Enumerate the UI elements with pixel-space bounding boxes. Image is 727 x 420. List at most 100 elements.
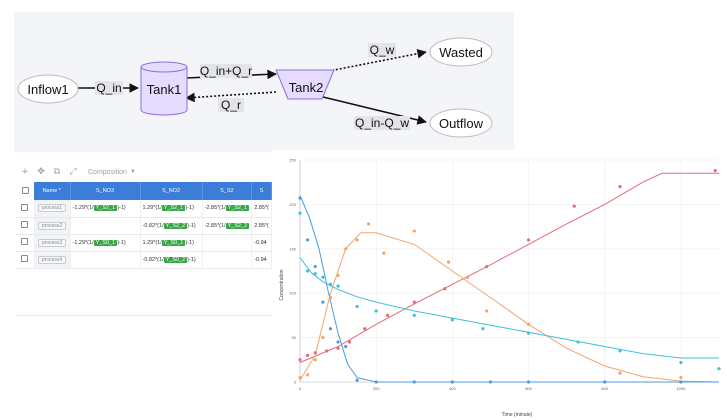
node-tank1[interactable]	[140, 61, 188, 116]
series-3-point[interactable]	[355, 378, 359, 382]
series-1-point[interactable]	[679, 375, 683, 380]
series-1-point[interactable]	[328, 296, 333, 300]
series-3-point[interactable]	[450, 380, 454, 384]
series-3-point[interactable]	[603, 380, 607, 384]
series-0-point[interactable]	[313, 351, 317, 355]
series-1-fit-line[interactable]	[299, 232, 720, 383]
row-select-cell[interactable]	[16, 234, 35, 252]
col-header-name[interactable]: Name *	[34, 182, 71, 200]
series-2-point[interactable]	[618, 349, 622, 353]
series-1-point[interactable]	[355, 238, 359, 242]
series-2-point[interactable]	[374, 309, 378, 313]
series-2-point[interactable]	[355, 304, 359, 309]
series-0-point[interactable]	[412, 300, 416, 304]
node-outflow[interactable]	[429, 108, 493, 138]
formula-cell[interactable]: -1.29*(1/Y_S0_1)-1)	[70, 234, 141, 252]
series-2-point[interactable]	[306, 269, 310, 273]
series-3-point[interactable]	[344, 344, 348, 349]
series-3-point[interactable]	[526, 380, 531, 384]
series-1-point[interactable]	[412, 229, 416, 233]
series-1-point[interactable]	[382, 251, 386, 255]
row-name-cell[interactable]: process3	[34, 234, 71, 252]
series-2-point[interactable]	[328, 282, 333, 286]
formula-cell[interactable]: 1.29*(1/Y_S0_1)-1)	[140, 234, 203, 252]
series-3-point[interactable]	[679, 380, 683, 384]
series-1-point[interactable]	[466, 275, 470, 279]
series-3-point[interactable]	[374, 380, 378, 384]
plus-icon[interactable]: +	[21, 167, 29, 177]
table-row[interactable]: process3 -1.29*(1/Y_S0_1)-1) 1.29*(1/Y_S0_…	[16, 234, 272, 252]
series-0-point[interactable]	[572, 204, 576, 208]
series-3-point[interactable]	[313, 264, 317, 269]
series-1-point[interactable]	[336, 273, 340, 278]
series-1-point[interactable]	[298, 375, 302, 380]
col-header-s-no3[interactable]: S_NO3	[70, 182, 141, 200]
formula-cell[interactable]: -1.29*(1/Y_S2_1)-1)	[70, 200, 141, 218]
copy-icon[interactable]: ⧉	[53, 167, 61, 177]
select-all-cell[interactable]	[16, 182, 34, 200]
col-header-s[interactable]: S	[251, 182, 272, 200]
series-3-point[interactable]	[306, 238, 310, 242]
row-name-cell[interactable]: process2	[34, 217, 71, 235]
formula-cell[interactable]	[202, 234, 253, 252]
series-2-point[interactable]	[679, 360, 683, 365]
series-0-point[interactable]	[325, 349, 329, 353]
series-0-fit-line[interactable]	[299, 172, 719, 363]
series-2-point[interactable]	[298, 211, 302, 215]
expand-icon[interactable]: ⤢	[69, 167, 77, 177]
series-2-point[interactable]	[717, 367, 721, 371]
series-2-point[interactable]	[481, 327, 485, 331]
select-all-checkbox[interactable]	[21, 186, 29, 194]
series-0-point[interactable]	[618, 185, 622, 189]
series-1-point[interactable]	[526, 322, 531, 326]
formula-cell[interactable]	[70, 251, 141, 269]
series-3-point[interactable]	[328, 327, 333, 331]
series-1-point[interactable]	[485, 309, 489, 313]
move-icon[interactable]: ✥	[37, 167, 45, 177]
composition-select[interactable]: Composition ▼	[88, 169, 136, 176]
series-3-point[interactable]	[336, 340, 340, 344]
series-1-point[interactable]	[446, 260, 451, 264]
formula-cell[interactable]: 2.85*(	[251, 217, 272, 235]
col-header-s-s2[interactable]: S_S2	[202, 182, 253, 200]
series-3-point[interactable]	[298, 196, 302, 200]
series-2-fit-line[interactable]	[299, 257, 719, 359]
col-header-s-no2[interactable]: S_NO2	[140, 182, 203, 200]
table-row[interactable]: process1 -1.29*(1/Y_S2_1)-1) 1.29*(1/Y_S2_…	[16, 200, 272, 218]
series-0-point[interactable]	[347, 340, 352, 344]
series-1-point[interactable]	[306, 373, 310, 377]
node-wasted[interactable]	[429, 37, 493, 67]
edge-tank2-wasted[interactable]	[323, 48, 427, 73]
row-checkbox[interactable]	[21, 221, 29, 228]
series-0-point[interactable]	[386, 313, 390, 317]
row-select-cell[interactable]	[16, 251, 35, 269]
series-1-point[interactable]	[344, 247, 348, 251]
series-2-point[interactable]	[412, 313, 416, 317]
series-0-point[interactable]	[306, 353, 310, 357]
series-3-point[interactable]	[412, 380, 416, 384]
edge-tank2-tank1[interactable]	[185, 91, 277, 103]
formula-cell[interactable]: -2.85*(1/Y_S2_2	[202, 217, 253, 235]
table-row[interactable]: process4 -0.82*(1/Y_S0_2)-1) -0.94	[16, 251, 272, 269]
series-1-point[interactable]	[313, 358, 317, 362]
series-2-point[interactable]	[526, 331, 531, 335]
formula-cell[interactable]: -0.94	[251, 234, 272, 252]
formula-cell[interactable]: 1.29*(1/Y_S2_1)-1)	[140, 200, 203, 218]
row-checkbox[interactable]	[21, 238, 29, 245]
formula-cell[interactable]	[70, 217, 141, 235]
node-inflow[interactable]	[17, 74, 79, 104]
row-select-cell[interactable]	[16, 217, 35, 235]
formula-cell[interactable]	[202, 251, 253, 269]
formula-cell[interactable]: -0.82*(1/Y_S0_2)-1)	[140, 251, 203, 269]
series-3-fit-line[interactable]	[299, 195, 719, 383]
series-0-point[interactable]	[713, 169, 717, 173]
series-1-point[interactable]	[366, 222, 371, 226]
series-2-point[interactable]	[336, 284, 340, 288]
series-0-point[interactable]	[336, 346, 340, 350]
series-3-point[interactable]	[321, 300, 325, 304]
series-2-point[interactable]	[321, 275, 325, 279]
series-3-point[interactable]	[488, 380, 493, 384]
series-0-point[interactable]	[485, 264, 489, 269]
series-2-point[interactable]	[313, 272, 317, 276]
series-1-point[interactable]	[618, 371, 622, 375]
